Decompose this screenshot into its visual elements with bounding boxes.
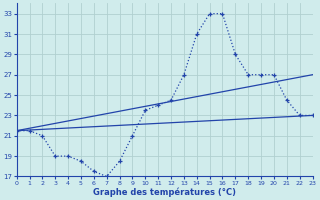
X-axis label: Graphe des températures (°C): Graphe des températures (°C) (93, 187, 236, 197)
